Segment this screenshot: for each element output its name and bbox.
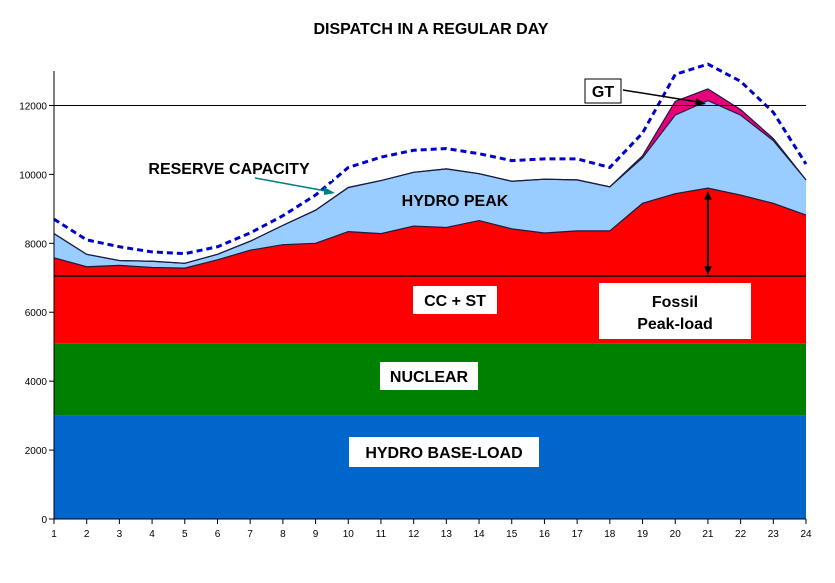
label-cc-st: CC + ST: [424, 293, 486, 310]
x-tick-label: 14: [473, 529, 485, 540]
x-tick-label: 7: [247, 529, 253, 540]
x-tick-label: 12: [408, 529, 420, 540]
label-cc-st-box: [413, 286, 497, 314]
x-tick-label: 10: [343, 529, 355, 540]
x-tick-label: 23: [768, 529, 780, 540]
area-hydro-peak: [54, 100, 806, 269]
layer-labels: HYDRO BASE-LOAD NUCLEAR CC + ST HYDRO PEAK F…: [349, 193, 751, 467]
arrow-head-down: [703, 266, 712, 275]
reserve-arrow-head: [324, 187, 335, 195]
x-tick-label: 15: [506, 529, 518, 540]
x-tick-label: 11: [376, 529, 387, 540]
label-hydro-peak: HYDRO PEAK: [402, 193, 509, 210]
x-tick-label: 2: [84, 529, 90, 540]
x-tick-label: 18: [604, 529, 616, 540]
x-tick-label: 8: [280, 529, 286, 540]
reserve-arrow-line: [254, 177, 327, 192]
label-fossil-peak-load-line-2: Peak-load: [637, 316, 713, 333]
y-tick-label: 12000: [19, 101, 47, 112]
x-tick-label: 4: [149, 529, 155, 540]
label-fossil-peak-load-box: [599, 283, 751, 339]
gt-arrow-line: [622, 89, 699, 103]
label-hydro-base-load-box: [349, 437, 539, 467]
x-tick-label: 5: [182, 529, 188, 540]
gt-label-box: [584, 78, 622, 104]
x-tick-label: 17: [572, 529, 584, 540]
reserve-capacity-label: RESERVE CAPACITY: [148, 161, 310, 178]
arrow-head-up: [703, 191, 712, 200]
x-tick-label: 20: [670, 529, 682, 540]
annotations: GT RESERVE CAPACITY: [126, 78, 712, 275]
x-tick-label: 13: [441, 529, 453, 540]
reserve-capacity-line: [53, 62, 808, 256]
x-tick-label: 24: [800, 529, 812, 540]
x-tick-label: 9: [313, 529, 319, 540]
y-tick-label: 2000: [25, 446, 48, 457]
x-tick-label: 1: [51, 529, 57, 540]
y-tick-label: 8000: [25, 239, 48, 250]
gt-label: GT: [592, 84, 614, 101]
y-tick-label: 10000: [19, 170, 47, 181]
x-tick-label: 19: [637, 529, 649, 540]
reference-lines: [54, 104, 806, 277]
x-tick-label: 21: [702, 529, 714, 540]
label-nuclear-box: [380, 362, 478, 390]
y-tick-label: 4000: [25, 377, 48, 388]
gt-arrow-head: [695, 98, 706, 106]
x-tick-label: 6: [215, 529, 221, 540]
x-tick-label: 16: [539, 529, 551, 540]
x-tick-label: 22: [735, 529, 747, 540]
cc-st-top-line: [53, 187, 807, 269]
y-tick-label: 0: [41, 515, 47, 526]
area-gt: [54, 88, 806, 264]
y-tick-label: 6000: [25, 308, 48, 319]
x-tick-label: 3: [117, 529, 123, 540]
chart-title: DISPATCH IN A REGULAR DAY: [314, 21, 549, 38]
label-fossil-peak-load-line-1: Fossil: [652, 294, 698, 311]
label-hydro-base-load: HYDRO BASE-LOAD: [365, 445, 522, 462]
reserve-label-box: [126, 155, 332, 181]
area-hydro-base-load: [54, 415, 806, 519]
label-nuclear: NUCLEAR: [390, 369, 469, 386]
